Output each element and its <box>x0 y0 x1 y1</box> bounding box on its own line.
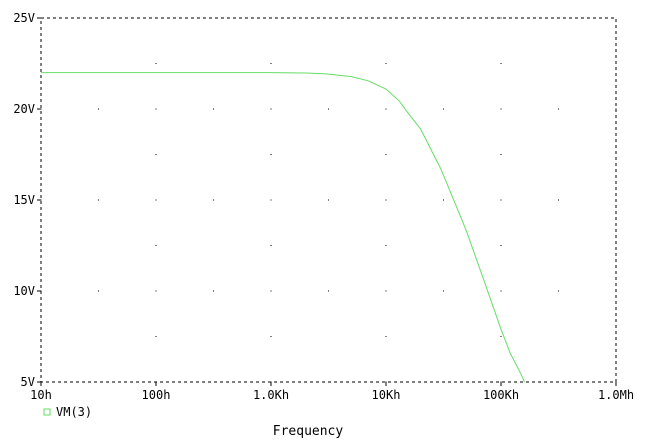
grid-dot <box>500 154 502 155</box>
x-tick-label: 1.0Mh <box>598 388 634 402</box>
grid-dot <box>385 154 387 155</box>
grid <box>40 17 617 383</box>
grid-dot <box>385 17 387 19</box>
grid-dot <box>558 290 559 292</box>
grid-dot <box>98 199 99 201</box>
grid-dot <box>270 63 272 64</box>
grid-dot <box>328 199 329 201</box>
grid-dot <box>270 17 272 19</box>
grid-dot <box>155 290 157 292</box>
x-axis-title: Frequency <box>273 424 344 439</box>
y-tick-label: 20V <box>13 102 35 116</box>
legend-label-vm3: VM(3) <box>56 405 92 419</box>
grid-dot <box>558 199 559 201</box>
x-tick-label: 1.0Kh <box>253 388 289 402</box>
grid-dot <box>155 336 157 337</box>
x-axis-ticks: 10h 100h 1.0Kh 10Kh 100Kh 1.0Mh <box>30 382 634 402</box>
x-tick-label: 100Kh <box>483 388 519 402</box>
x-tick-label: 100h <box>142 388 171 402</box>
grid-dot <box>270 108 272 110</box>
grid-dot <box>385 336 387 337</box>
grid-dot <box>270 245 272 246</box>
legend: VM(3) <box>43 405 92 419</box>
y-tick-label: 25V <box>13 11 35 25</box>
grid-dot <box>500 336 502 337</box>
grid-dot <box>98 290 99 292</box>
grid-dot <box>155 245 157 246</box>
x-tick-label: 10Kh <box>372 388 401 402</box>
grid-dot <box>500 108 502 110</box>
grid-dot <box>385 63 387 64</box>
grid-dot <box>155 63 157 64</box>
grid-dot <box>500 17 502 19</box>
y-axis-ticks: 5V 10V 15V 20V 25V <box>13 11 41 389</box>
grid-dot <box>270 154 272 155</box>
y-tick-label: 10V <box>13 284 35 298</box>
grid-dot <box>500 290 502 292</box>
grid-dot <box>155 17 157 19</box>
grid-dot <box>615 108 617 110</box>
grid-dot <box>615 199 617 201</box>
grid-dot <box>155 199 157 201</box>
legend-marker-vm3 <box>43 408 51 416</box>
grid-dot <box>328 108 329 110</box>
grid-dot <box>443 108 444 110</box>
grid-dot <box>500 63 502 64</box>
grid-dot <box>500 245 502 246</box>
grid-dot <box>500 199 502 201</box>
grid-dot <box>270 336 272 337</box>
grid-dot <box>558 108 559 110</box>
series-line-vm3 <box>41 72 525 383</box>
y-tick-label: 5V <box>21 375 35 389</box>
grid-dot <box>615 290 617 292</box>
y-tick-label: 15V <box>13 193 35 207</box>
grid-dot <box>443 290 444 292</box>
series-layer <box>41 72 525 383</box>
grid-dot <box>213 108 214 110</box>
grid-dot <box>155 154 157 155</box>
grid-dot <box>443 199 444 201</box>
grid-dot <box>385 245 387 246</box>
grid-dot <box>385 199 387 201</box>
grid-dot <box>98 108 99 110</box>
grid-dot <box>213 199 214 201</box>
grid-dot <box>385 290 387 292</box>
grid-dot <box>270 199 272 201</box>
grid-dot <box>213 290 214 292</box>
grid-dot <box>328 290 329 292</box>
grid-dot <box>270 290 272 292</box>
x-tick-label: 10h <box>30 388 52 402</box>
grid-dot <box>385 108 387 110</box>
grid-dot <box>155 108 157 110</box>
